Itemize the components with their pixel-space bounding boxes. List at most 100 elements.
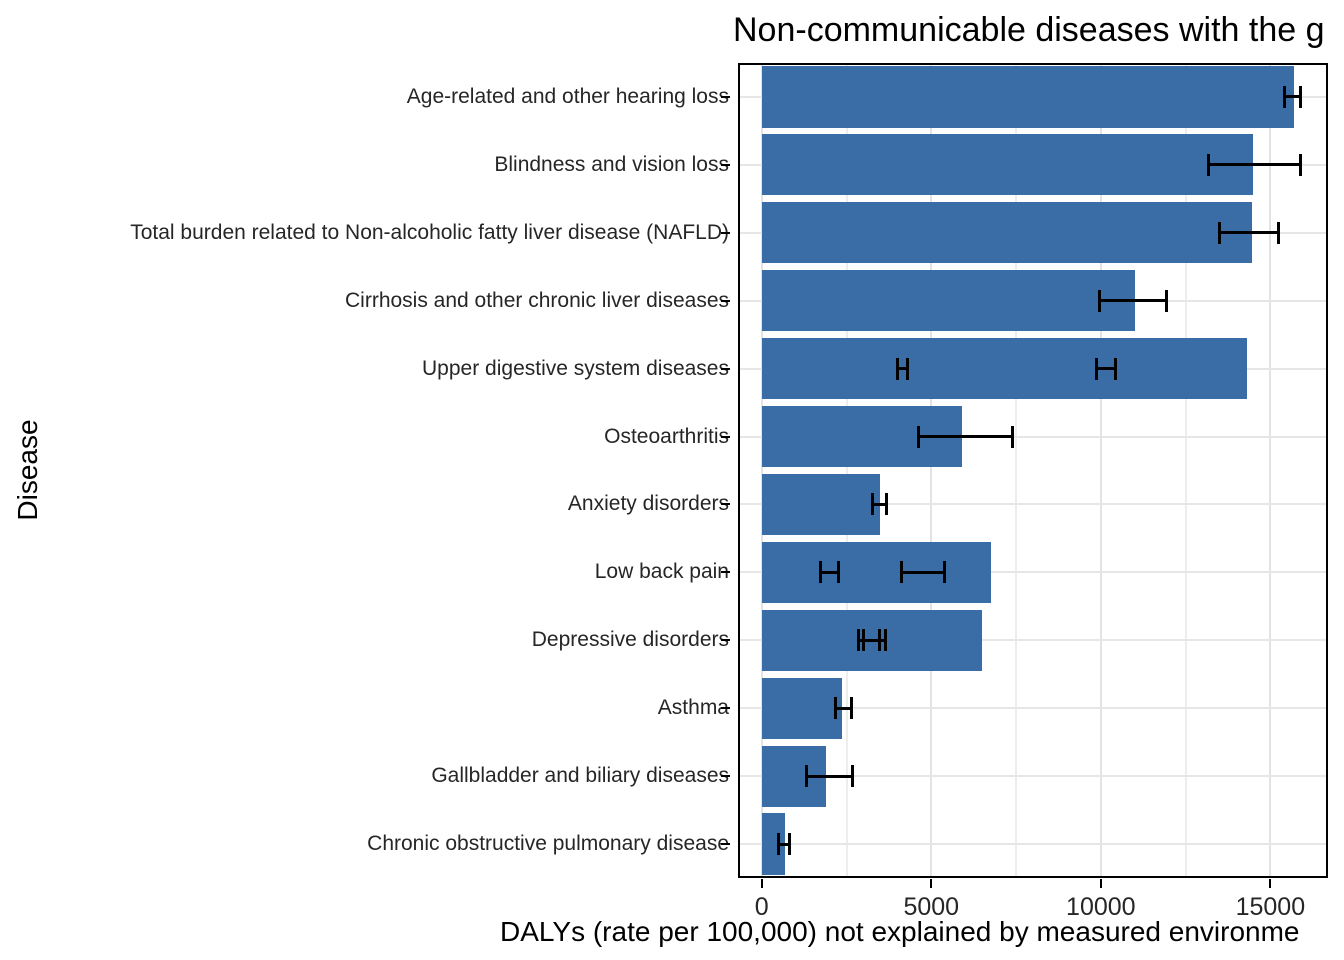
x-axis-tick-label: 0 — [754, 893, 769, 921]
error-bar-cap-right — [885, 493, 889, 516]
error-bar-cap-left — [862, 629, 866, 652]
chart-title: Non-communicable diseases with the g — [733, 11, 1325, 49]
error-bar-line — [835, 706, 852, 710]
error-bar-line — [900, 570, 945, 574]
error-bar-line — [778, 842, 790, 846]
major-gridline — [760, 63, 763, 878]
error-bar-cap-left — [857, 629, 861, 652]
category-label: Gallbladder and biliary diseases — [431, 764, 729, 788]
error-bar-cap-left — [1218, 221, 1222, 244]
error-bar-cap-left — [834, 697, 838, 720]
minor-gridline — [845, 63, 848, 878]
error-bar-line — [917, 435, 1013, 439]
error-bar-line — [1219, 231, 1279, 235]
y-axis-tick — [721, 707, 730, 710]
error-bar-cap-left — [804, 765, 808, 788]
category-label: Osteoarthritis — [604, 424, 729, 448]
error-bar-line — [1095, 367, 1117, 371]
error-bar-line — [863, 638, 886, 642]
y-axis-tick — [721, 163, 730, 166]
data-bar — [761, 134, 1254, 196]
data-bar — [761, 813, 786, 875]
error-bar-line — [820, 570, 840, 574]
category-label: Blindness and vision loss — [494, 152, 729, 176]
y-axis-tick — [721, 843, 730, 846]
category-gridline — [738, 503, 1328, 506]
error-bar-line — [805, 774, 854, 778]
error-bar-cap-right — [849, 697, 853, 720]
error-bar-cap-right — [851, 765, 855, 788]
error-bar-cap-left — [1094, 357, 1098, 380]
error-bar-cap-right — [1164, 289, 1168, 312]
major-gridline — [930, 63, 933, 878]
error-bar-cap-right — [883, 629, 887, 652]
y-axis-tick — [721, 571, 730, 574]
error-bar-cap-right — [787, 833, 791, 856]
x-axis-tick — [760, 879, 763, 888]
data-bar — [761, 66, 1295, 128]
error-bar-cap-left — [1282, 85, 1286, 108]
error-bar-line — [1099, 299, 1167, 303]
error-bar-line — [1283, 95, 1301, 99]
category-gridline — [738, 843, 1328, 846]
error-bar-line — [871, 502, 888, 506]
minor-gridline — [1184, 63, 1187, 878]
category-label: Age-related and other hearing loss — [406, 84, 729, 108]
error-bar-cap-right — [1114, 357, 1118, 380]
category-gridline — [738, 707, 1328, 710]
error-bar-cap-right — [905, 357, 909, 380]
data-bar — [761, 473, 881, 536]
category-gridline — [738, 571, 1328, 574]
x-axis-tick — [1269, 879, 1272, 888]
data-bar — [761, 202, 1252, 264]
category-label: Asthma — [657, 696, 729, 720]
category-label: Low back pain — [594, 560, 729, 584]
category-gridline — [738, 639, 1328, 642]
error-bar-cap-left — [899, 561, 903, 584]
y-axis-tick — [721, 299, 730, 302]
error-bar-cap-right — [1298, 85, 1302, 108]
x-axis-tick-label: 15000 — [1235, 893, 1306, 921]
error-bar-cap-right — [942, 561, 946, 584]
y-axis-tick — [721, 639, 730, 642]
major-gridline — [1099, 63, 1102, 878]
x-axis-tick-label: 5000 — [903, 893, 960, 921]
data-bar — [761, 338, 1247, 400]
y-axis-title: Disease — [12, 419, 43, 521]
error-bar-cap-left — [1206, 153, 1210, 176]
x-axis-title: DALYs (rate per 100,000) not explained b… — [500, 916, 1300, 947]
x-axis-tick — [930, 879, 933, 888]
data-bar — [761, 541, 991, 603]
plot-panel — [738, 63, 1328, 878]
x-axis-tick-label: 10000 — [1066, 893, 1136, 921]
category-label: Total burden related to Non-alcoholic fa… — [130, 220, 729, 244]
error-bar-cap-left — [777, 833, 781, 856]
error-bar-cap-left — [870, 493, 874, 516]
error-bar-cap-left — [896, 357, 900, 380]
category-label: Chronic obstructive pulmonary disease — [367, 832, 729, 856]
category-label: Anxiety disorders — [567, 492, 729, 516]
major-gridline — [1269, 63, 1272, 878]
x-axis-tick — [1099, 879, 1102, 888]
category-label: Upper digestive system diseases — [422, 356, 729, 380]
category-label: Cirrhosis and other chronic liver diseas… — [345, 288, 729, 312]
category-gridline — [738, 775, 1328, 778]
y-axis-tick — [721, 95, 730, 98]
error-bar-cap-right — [1010, 425, 1014, 448]
error-bar-cap-left — [916, 425, 920, 448]
y-axis-tick — [721, 367, 730, 370]
category-gridline — [738, 435, 1328, 438]
error-bar-line — [1207, 163, 1301, 167]
error-bar-cap-right — [837, 561, 841, 584]
y-axis-tick — [721, 231, 730, 234]
y-axis-tick — [721, 435, 730, 438]
error-bar-cap-right — [1276, 221, 1280, 244]
error-bar-cap-right — [1298, 153, 1302, 176]
y-axis-tick — [721, 775, 730, 778]
minor-gridline — [1015, 63, 1018, 878]
category-label: Depressive disorders — [531, 628, 729, 652]
error-bar-cap-left — [819, 561, 823, 584]
error-bar-cap-left — [1098, 289, 1102, 312]
y-axis-tick — [721, 503, 730, 506]
data-bar — [761, 677, 843, 739]
